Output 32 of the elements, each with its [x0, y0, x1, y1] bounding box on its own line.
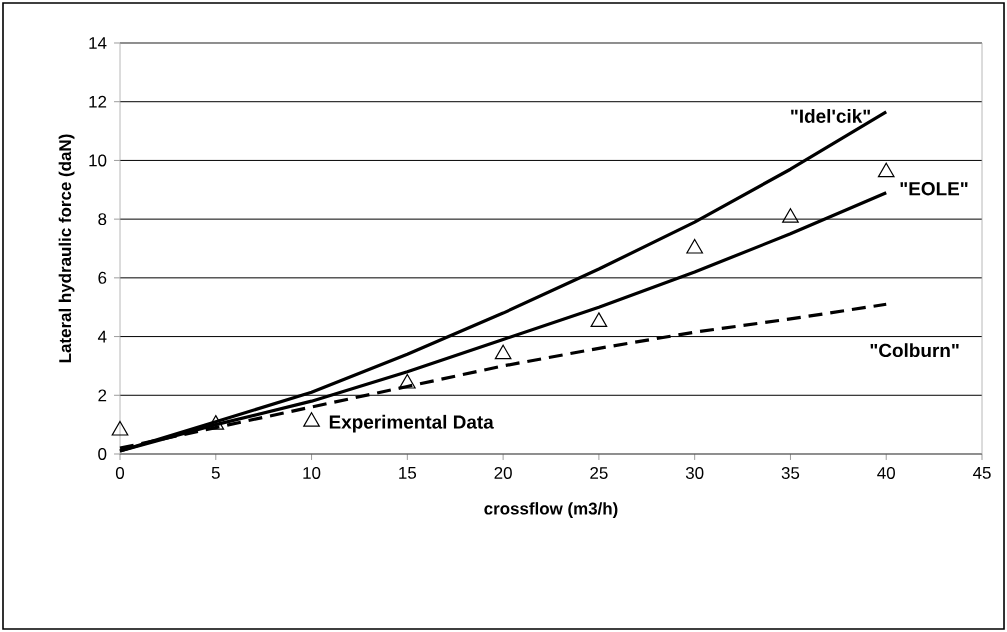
y-tick-label: 10	[89, 154, 107, 167]
x-tick-label: 0	[115, 467, 125, 479]
point	[303, 412, 320, 427]
point	[877, 162, 895, 178]
x-tick-label: 15	[399, 467, 417, 479]
x-tick-label: 25	[590, 467, 608, 479]
y-tick-label: 8	[98, 213, 107, 226]
point	[590, 312, 608, 327]
x-tick-label: 30	[685, 467, 704, 479]
y-axis-title: Lateral hydraulic force (daN)	[58, 134, 75, 363]
y-tick-label: 6	[98, 271, 107, 284]
x-tick-label: 45	[972, 467, 991, 479]
y-tick-label: 4	[97, 330, 107, 343]
x-tick-label: 35	[781, 467, 800, 479]
point	[398, 373, 416, 389]
y-tick-label: 0	[98, 448, 107, 460]
x-tick-label: 10	[303, 467, 321, 479]
series-label: Experimental Data	[329, 414, 494, 433]
series-label: "Colburn"	[870, 343, 959, 358]
x-tick-label: 20	[494, 467, 512, 479]
y-tick-label: 12	[89, 95, 107, 108]
point	[782, 208, 799, 223]
series-label: "EOLE"	[900, 182, 968, 196]
y-tick-label: 14	[89, 37, 107, 49]
x-axis-title: crossflow (m3/h)	[484, 502, 618, 518]
x-tick-label: 40	[877, 467, 895, 479]
point	[111, 420, 129, 436]
x-tick-label: 5	[211, 467, 220, 479]
series-label: "Idel'cik"	[791, 108, 870, 123]
point	[494, 344, 512, 360]
point	[686, 238, 704, 254]
y-tick-label: 2	[98, 389, 107, 402]
